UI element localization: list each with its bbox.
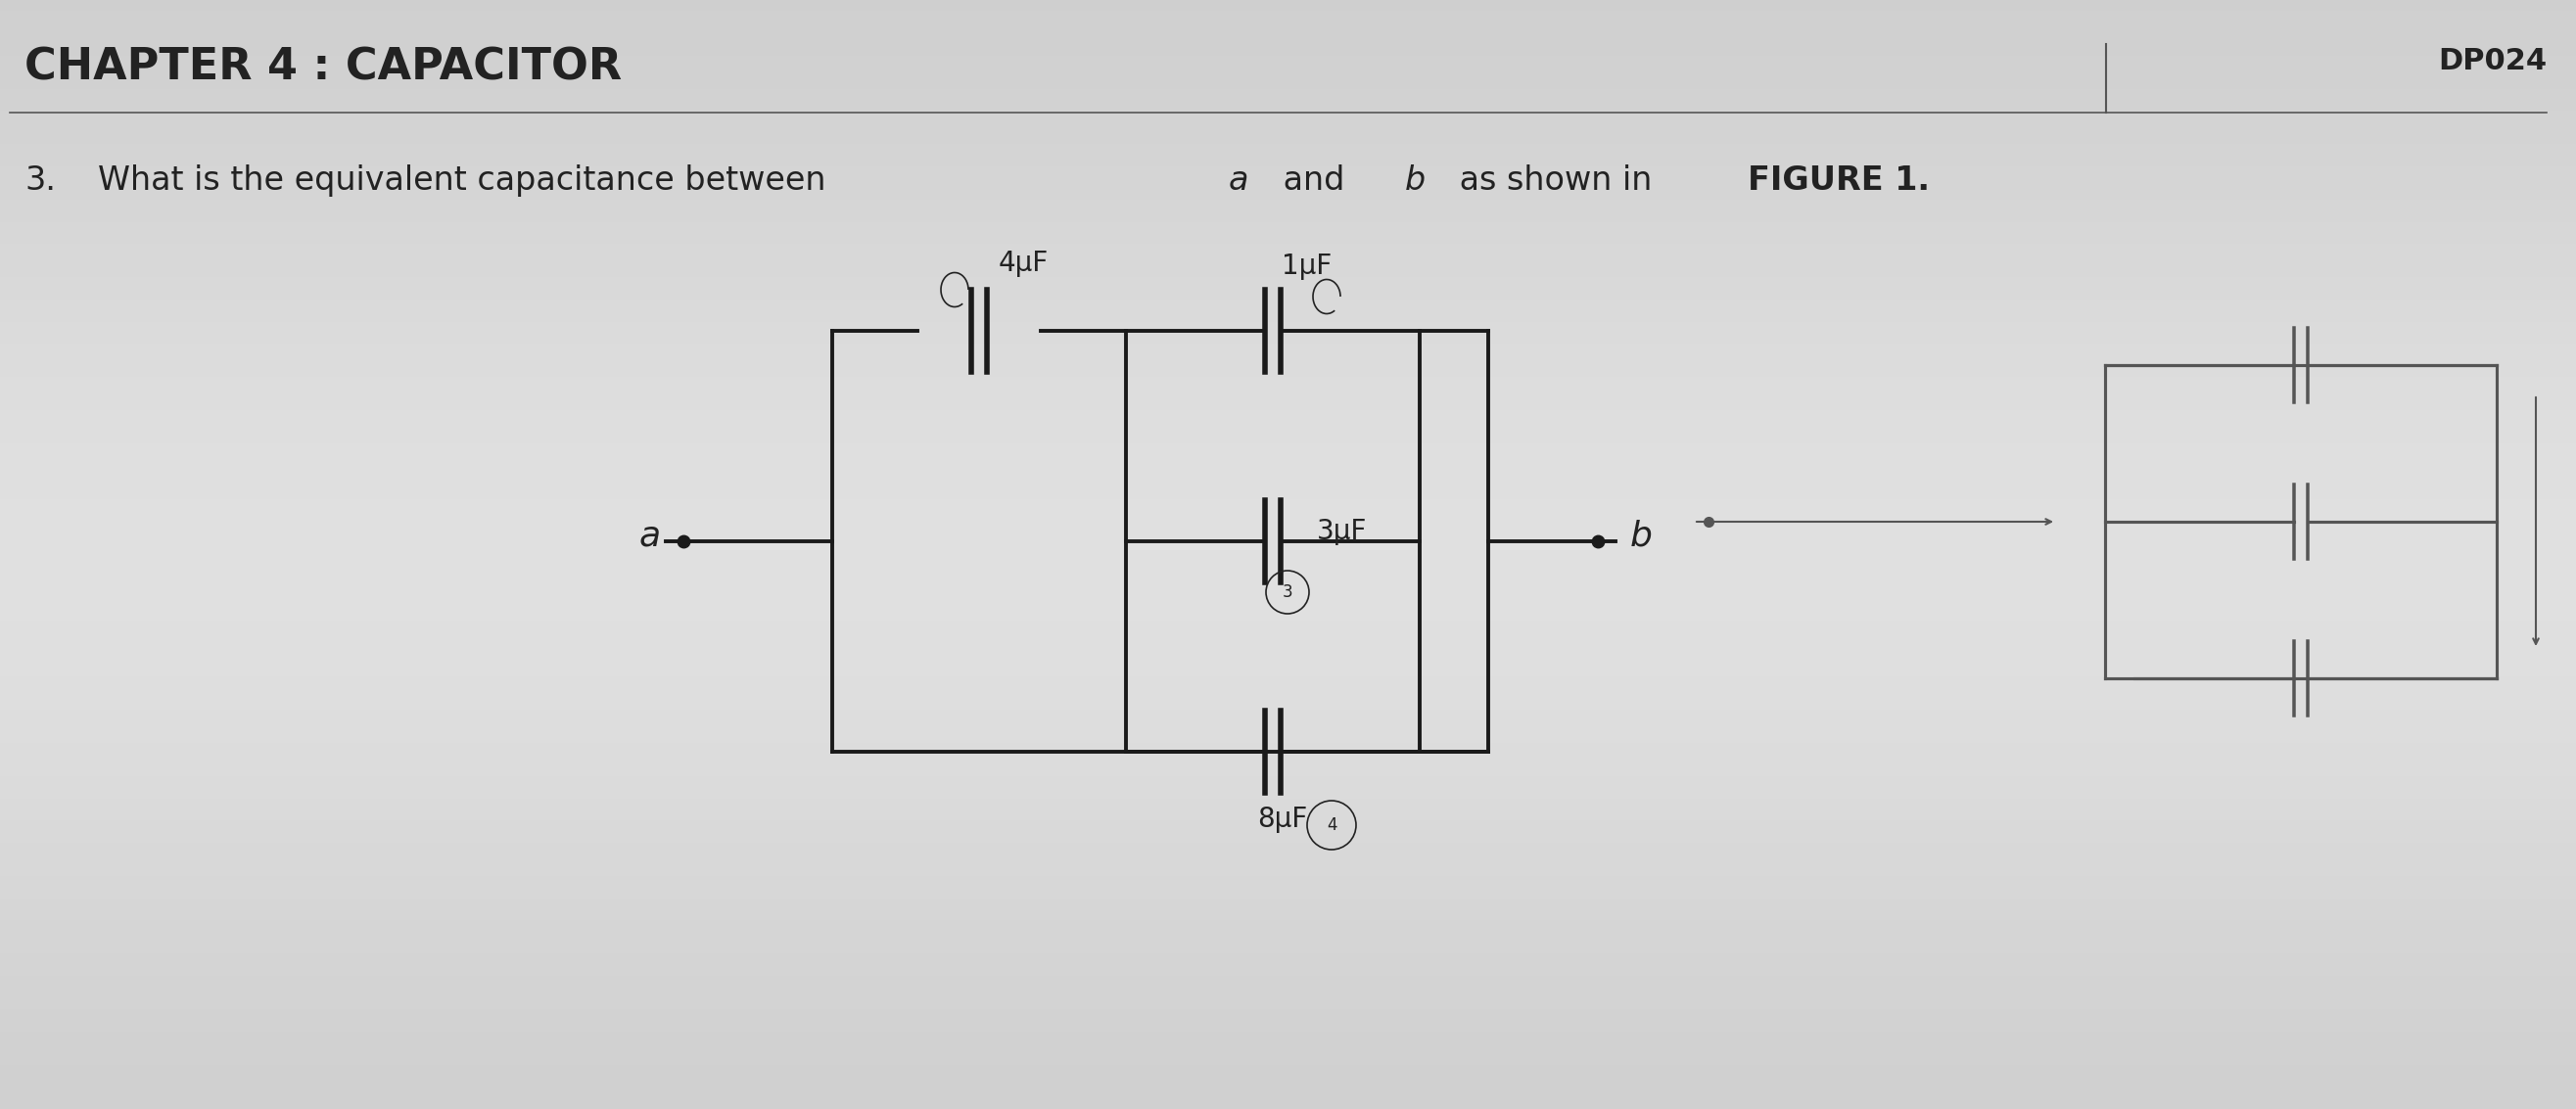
- Text: and: and: [1273, 164, 1355, 196]
- Text: 4: 4: [1327, 816, 1337, 834]
- Text: 1μF: 1μF: [1283, 253, 1332, 279]
- Text: b: b: [1404, 164, 1425, 196]
- Text: 3μF: 3μF: [1316, 518, 1368, 546]
- Text: a: a: [639, 520, 662, 553]
- Text: 8μF: 8μF: [1257, 805, 1309, 833]
- Text: b: b: [1631, 520, 1654, 553]
- Text: 3: 3: [1283, 583, 1293, 601]
- Text: CHAPTER 4 : CAPACITOR: CHAPTER 4 : CAPACITOR: [26, 47, 621, 89]
- Text: a: a: [1229, 164, 1249, 196]
- Text: as shown in: as shown in: [1450, 164, 1662, 196]
- Text: DP024: DP024: [2437, 47, 2548, 75]
- Text: 4μF: 4μF: [997, 250, 1048, 277]
- Text: 3.: 3.: [26, 164, 57, 196]
- Text: FIGURE 1.: FIGURE 1.: [1747, 164, 1929, 196]
- Text: What is the equivalent capacitance between: What is the equivalent capacitance betwe…: [98, 164, 837, 196]
